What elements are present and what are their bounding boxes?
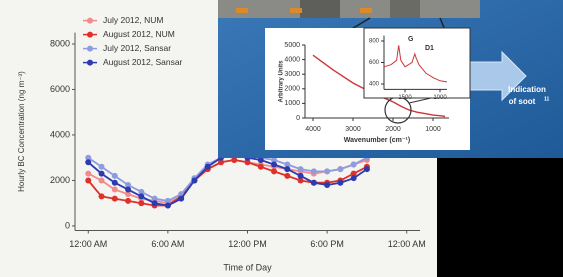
legend-marker bbox=[87, 18, 93, 24]
y-axis-label: Hourly BC Concentration (ng m⁻³) bbox=[17, 71, 26, 192]
note-line: of soot bbox=[509, 97, 536, 106]
image-strip bbox=[218, 0, 480, 18]
series-marker bbox=[85, 159, 91, 165]
note-ref: 11 bbox=[544, 96, 550, 102]
y-tick-label: 400 bbox=[369, 82, 380, 88]
image-thumb bbox=[300, 0, 340, 18]
series-marker bbox=[351, 162, 357, 168]
y-tick-label: 0 bbox=[65, 220, 70, 230]
series-marker bbox=[337, 180, 343, 186]
legend-label: July 2012, Sansar bbox=[103, 43, 171, 53]
series-marker bbox=[165, 202, 171, 208]
y-tick-label: 6000 bbox=[50, 84, 70, 94]
series-marker bbox=[125, 198, 131, 204]
x-tick-label: 12:00 PM bbox=[228, 239, 267, 249]
x-tick-label: 12:00 AM bbox=[388, 239, 426, 249]
inset-background bbox=[364, 28, 470, 98]
series-marker bbox=[138, 200, 144, 206]
series-marker bbox=[191, 177, 197, 183]
legend-label: August 2012, Sansar bbox=[103, 57, 183, 67]
x-tick-label: 6:00 AM bbox=[151, 239, 184, 249]
legend-marker bbox=[87, 46, 93, 52]
x-tick-label: 4000 bbox=[305, 126, 321, 133]
series-marker bbox=[298, 173, 304, 179]
y-tick-label: 2000 bbox=[284, 86, 300, 93]
y-tick-label: 600 bbox=[369, 60, 380, 66]
y-tick-label: 1000 bbox=[284, 100, 300, 107]
series-marker bbox=[138, 193, 144, 199]
y-tick-label: 3000 bbox=[284, 71, 300, 78]
image-thumb bbox=[390, 0, 420, 18]
series-marker bbox=[99, 164, 105, 170]
image-mark bbox=[236, 8, 248, 13]
legend-label: July 2012, NUM bbox=[103, 15, 163, 25]
x-tick-label: 1500 bbox=[398, 95, 412, 101]
series-marker bbox=[99, 171, 105, 177]
peak-label: D1 bbox=[425, 45, 434, 52]
series-marker bbox=[364, 166, 370, 172]
x-tick-label: 3000 bbox=[345, 126, 361, 133]
y-tick-label: 800 bbox=[369, 39, 380, 45]
series-marker bbox=[311, 168, 317, 174]
series-marker bbox=[205, 164, 211, 170]
series-marker bbox=[85, 177, 91, 183]
series-marker bbox=[178, 196, 184, 202]
legend-label: August 2012, NUM bbox=[103, 29, 175, 39]
collage: 0200040006000800012:00 AM6:00 AM12:00 PM… bbox=[0, 0, 563, 277]
x-tick-label: 1000 bbox=[425, 126, 441, 133]
series-marker bbox=[284, 173, 290, 179]
series-marker bbox=[152, 200, 158, 206]
series-marker bbox=[311, 180, 317, 186]
x-tick-label: 6:00 PM bbox=[310, 239, 344, 249]
x-tick-label: 2000 bbox=[385, 126, 401, 133]
series-marker bbox=[271, 168, 277, 174]
peak-label: G bbox=[408, 36, 414, 43]
legend-marker bbox=[87, 60, 93, 66]
page: {"chart_data": [ {"type": "line", "xlabe… bbox=[0, 0, 563, 277]
x-axis-label: Time of Day bbox=[223, 262, 272, 272]
series-marker bbox=[99, 177, 105, 183]
x-tick-label: 1000 bbox=[433, 95, 447, 101]
image-mark bbox=[290, 8, 302, 13]
series-marker bbox=[298, 166, 304, 172]
series-marker bbox=[112, 196, 118, 202]
y-tick-label: 2000 bbox=[50, 175, 70, 185]
series-marker bbox=[337, 166, 343, 172]
series-marker bbox=[99, 193, 105, 199]
series-marker bbox=[351, 175, 357, 181]
legend-marker bbox=[87, 32, 93, 38]
y-tick-label: 5000 bbox=[284, 42, 300, 49]
series-marker bbox=[112, 187, 118, 193]
y-tick-label: 4000 bbox=[50, 129, 70, 139]
image-mark bbox=[360, 8, 372, 13]
series-marker bbox=[284, 166, 290, 172]
y-axis-label: Arbitrary Units bbox=[279, 60, 285, 103]
series-marker bbox=[112, 180, 118, 186]
series-marker bbox=[85, 171, 91, 177]
series-marker bbox=[324, 182, 330, 188]
y-tick-label: 4000 bbox=[284, 56, 300, 63]
note-line: Indication bbox=[508, 85, 546, 94]
y-tick-label: 8000 bbox=[50, 38, 70, 48]
x-axis-label: Wavenumber (cm⁻¹) bbox=[344, 137, 410, 144]
series-marker bbox=[324, 168, 330, 174]
series-marker bbox=[258, 164, 264, 170]
series-marker bbox=[112, 173, 118, 179]
x-tick-label: 12:00 AM bbox=[69, 239, 107, 249]
series-marker bbox=[271, 162, 277, 168]
y-tick-label: 0 bbox=[296, 115, 300, 122]
series-marker bbox=[125, 187, 131, 193]
